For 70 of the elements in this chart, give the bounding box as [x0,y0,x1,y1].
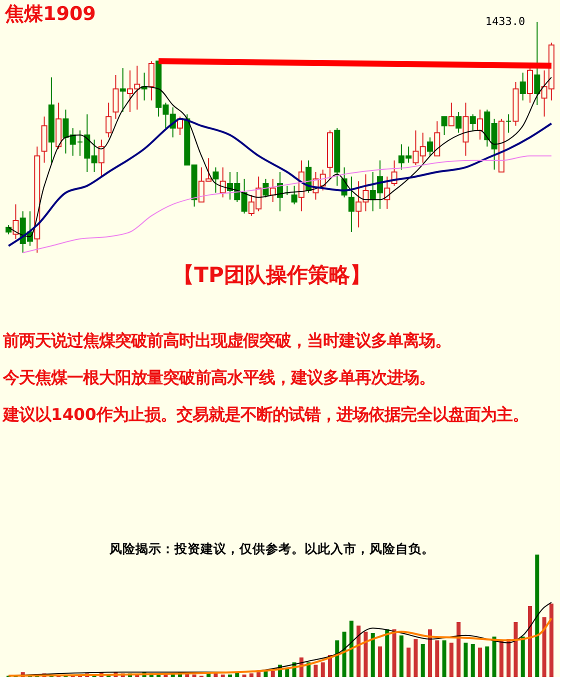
bar [356,626,361,677]
text: 前两天说过焦煤突破前高时出现虚假突破，当时建议多单离场。 [2,331,451,350]
candlestick [384,176,390,210]
annotation: 1433.0 [485,14,526,28]
candlestick [106,102,112,138]
bar [470,644,475,677]
bar [428,629,432,677]
candlestick [120,68,126,112]
bar [449,642,454,677]
bar [270,670,275,677]
candlestick [456,111,462,134]
bar [485,646,490,677]
candlestick [434,120,440,156]
bar [320,662,325,677]
bar [464,642,468,677]
candlestick [448,102,454,126]
candlestick [212,166,219,194]
annotation: 风险揭示：投资建议，仅供参考。以此入市，风险自负。 [108,541,434,556]
bar [435,640,440,677]
bar [335,640,340,677]
bar [256,672,261,677]
bar [492,636,496,677]
bar [456,622,461,677]
text: 今天焦煤一根大阳放量突破前高水平线，建议多单再次进场。 [2,368,435,387]
candlestick [506,114,512,134]
candlestick [427,136,433,156]
bar [535,554,540,677]
bar [264,670,268,677]
candlestick [291,185,298,205]
candlestick [6,224,12,235]
text: 建议以1400作为止损。交易就是不断的试错，进场依据完全以盘面为主。 [1,405,528,424]
candlestick [220,166,226,198]
bar [549,604,554,677]
candlestick [534,21,540,106]
bar [442,640,446,677]
bar [285,668,290,677]
bar [478,648,482,677]
bar [314,664,318,677]
candlestick [348,176,354,232]
bar [342,632,346,677]
bar [370,632,375,677]
bar [528,606,532,677]
candlestick [270,178,276,202]
bar [378,646,382,677]
candlestick [262,178,269,198]
candlestick [470,114,476,131]
bar [392,629,396,677]
bar [414,639,418,677]
candlestick [12,204,19,240]
candlestick [520,72,526,101]
bar [542,617,546,677]
bar [520,636,525,677]
bar [514,622,518,677]
candlestick [148,60,154,101]
bar [249,673,254,677]
bar [364,632,368,677]
candlestick [477,109,483,140]
bar [420,644,425,677]
candlestick [112,74,119,120]
bar [506,639,511,677]
candlestick [527,68,533,104]
bar [406,648,411,677]
bar [349,620,354,677]
text: 【TP团队操作策略】 [173,263,371,287]
candlestick [441,116,448,136]
bar [499,640,504,677]
candlestick [98,139,104,178]
bar [385,629,390,677]
chart-title: 焦煤1909 [4,3,96,25]
bar [399,635,404,677]
